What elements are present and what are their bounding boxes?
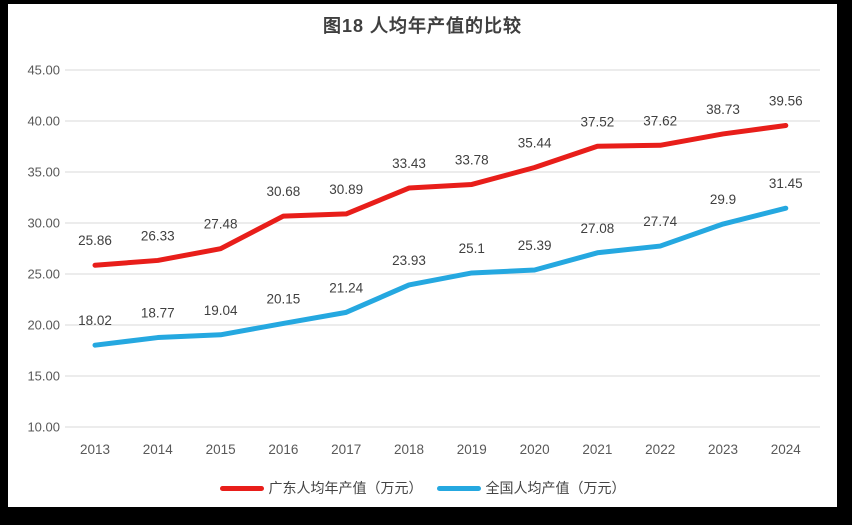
data-label: 19.04 xyxy=(204,303,238,318)
x-axis-tick-label: 2021 xyxy=(582,442,612,457)
y-axis-tick-label: 20.00 xyxy=(27,318,60,333)
data-label: 23.93 xyxy=(392,253,426,268)
chart-panel: 10.00 15.00 20.00 25.00 30.00 35.00 40.00 45.00… xyxy=(8,4,837,507)
y-axis-tick-label: 15.00 xyxy=(27,369,60,384)
y-axis-tick-label: 45.00 xyxy=(27,63,60,78)
line-chart-plot-area: 10.00 15.00 20.00 25.00 30.00 35.00 40.00 45.00… xyxy=(27,63,820,457)
data-label: 25.86 xyxy=(78,233,112,248)
legend-item-national[interactable]: 全国人均产值（万元） xyxy=(436,478,626,498)
x-axis-tick-label: 2024 xyxy=(771,442,802,457)
data-label: 38.73 xyxy=(706,102,740,117)
data-label: 26.33 xyxy=(141,228,175,243)
x-axis-tick-label: 2015 xyxy=(206,442,236,457)
data-label: 35.44 xyxy=(518,136,552,151)
data-label: 18.02 xyxy=(78,313,112,328)
x-axis-tick-label: 2016 xyxy=(268,442,298,457)
series-line-0[interactable] xyxy=(92,122,789,268)
chart-title: 图18 人均年产值的比较 xyxy=(322,16,523,36)
legend-label-guangdong: 广东人均年产值（万元） xyxy=(268,480,423,496)
data-label: 29.9 xyxy=(710,192,736,207)
legend-swatch-guangdong-icon xyxy=(219,485,264,491)
legend-item-guangdong[interactable]: 广东人均年产值（万元） xyxy=(219,478,423,498)
data-label: 25.1 xyxy=(459,241,485,256)
data-label: 30.89 xyxy=(329,182,363,197)
x-axis-tick-label: 2023 xyxy=(708,442,738,457)
x-axis-tick-label: 2019 xyxy=(457,442,487,457)
x-axis-tick-label: 2017 xyxy=(331,442,361,457)
data-label: 21.24 xyxy=(329,280,363,295)
y-axis-tick-label: 35.00 xyxy=(27,165,60,180)
y-axis-tick-label: 40.00 xyxy=(27,114,60,129)
data-label: 27.74 xyxy=(643,214,677,229)
data-label: 27.48 xyxy=(204,217,238,232)
data-label: 25.39 xyxy=(518,238,552,253)
data-label: 33.43 xyxy=(392,156,426,171)
y-axis-tick-label: 25.00 xyxy=(27,267,60,282)
data-label: 30.68 xyxy=(267,184,301,199)
x-axis-tick-label: 2013 xyxy=(80,442,110,457)
data-label: 18.77 xyxy=(141,306,175,321)
data-label: 33.78 xyxy=(455,152,489,167)
legend-label-national: 全国人均产值（万元） xyxy=(485,480,626,496)
data-label: 37.62 xyxy=(643,113,677,128)
data-label: 31.45 xyxy=(769,176,803,191)
x-axis-tick-label: 2018 xyxy=(394,442,424,457)
x-axis-tick-label: 2014 xyxy=(143,442,174,457)
y-axis-tick-label: 30.00 xyxy=(27,216,60,231)
y-axis-tick-label: 10.00 xyxy=(27,420,60,435)
data-label: 27.08 xyxy=(581,221,615,236)
data-label: 20.15 xyxy=(267,291,301,306)
x-axis-tick-label: 2022 xyxy=(645,442,675,457)
x-axis-tick-label: 2020 xyxy=(520,442,550,457)
series-line-1[interactable] xyxy=(92,205,789,348)
data-label: 37.52 xyxy=(581,114,615,129)
chart-legend: 广东人均年产值（万元） 全国人均产值（万元） xyxy=(8,478,837,498)
data-label: 39.56 xyxy=(769,93,803,108)
legend-swatch-national-icon xyxy=(436,485,481,491)
